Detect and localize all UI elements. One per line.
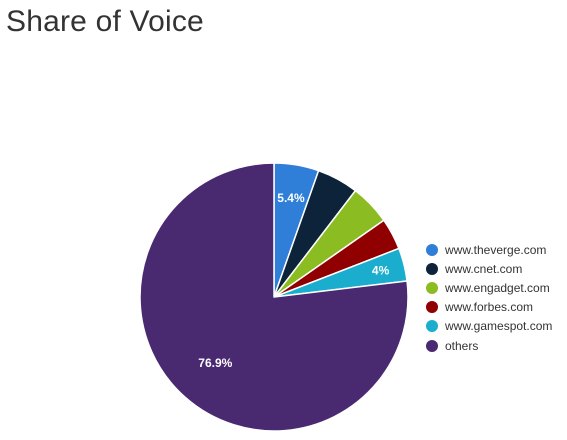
legend-label: www.forbes.com [445, 300, 534, 315]
legend-swatch [426, 339, 438, 352]
legend-item-www-theverge-com[interactable]: www.theverge.com [426, 240, 552, 259]
legend-label: www.engadget.com [445, 280, 550, 295]
slice-label-others: 76.9% [198, 356, 232, 370]
slice-label-www-theverge-com: 5.4% [277, 191, 305, 205]
chart-title: Share of Voice [6, 5, 204, 38]
legend-swatch [426, 320, 438, 333]
legend-swatch [426, 262, 438, 275]
pie-slice-others[interactable] [139, 162, 409, 432]
legend-label: www.theverge.com [445, 242, 547, 257]
legend-item-www-gamespot-com[interactable]: www.gamespot.com [426, 317, 552, 336]
legend-item-others[interactable]: others [426, 336, 552, 355]
chart-legend: www.theverge.com www.cnet.com www.engadget… [426, 240, 552, 355]
legend-swatch [426, 281, 438, 294]
legend-swatch [426, 243, 438, 256]
legend-item-www-cnet-com[interactable]: www.cnet.com [426, 259, 552, 278]
legend-label: others [445, 338, 479, 353]
legend-item-www-forbes-com[interactable]: www.forbes.com [426, 298, 552, 317]
legend-swatch [426, 301, 438, 314]
legend-label: www.cnet.com [445, 261, 523, 276]
legend-label: www.gamespot.com [445, 319, 553, 334]
slice-label-www-gamespot-com: 4% [372, 263, 390, 277]
legend-item-www-engadget-com[interactable]: www.engadget.com [426, 278, 552, 297]
